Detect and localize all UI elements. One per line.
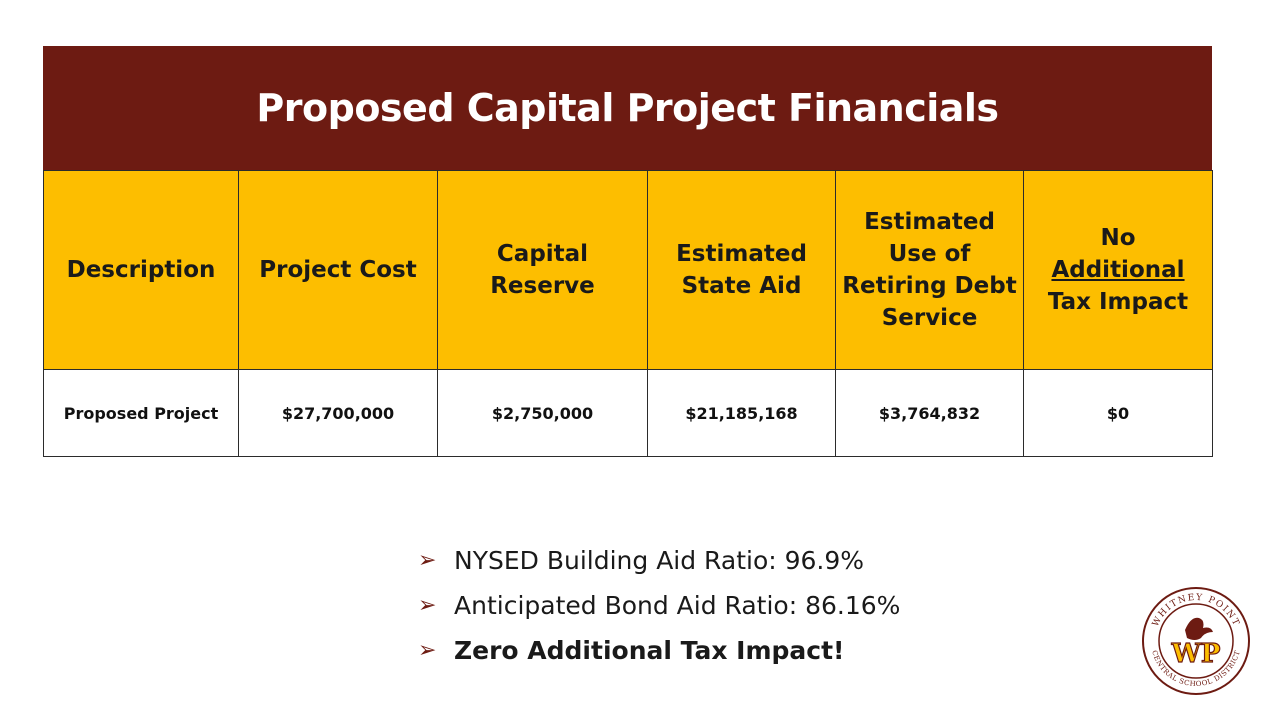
table-row: Proposed Project $27,700,000 $2,750,000 … xyxy=(43,369,1213,457)
list-item: ➢ NYSED Building Aid Ratio: 96.9% xyxy=(418,546,865,575)
arrow-bullet-icon: ➢ xyxy=(418,638,437,663)
cell-state-aid: $21,185,168 xyxy=(647,369,836,457)
bullet-list: ➢ NYSED Building Aid Ratio: 96.9% ➢ Anti… xyxy=(418,538,900,673)
cell-project-cost: $27,700,000 xyxy=(238,369,438,457)
header-description: Description xyxy=(43,170,239,370)
title-bar: Proposed Capital Project Financials xyxy=(43,46,1212,170)
header-project-cost: Project Cost xyxy=(238,170,438,370)
district-logo: WHITNEY POINT CENTRAL SCHOOL DISTRICT WP xyxy=(1142,587,1250,695)
cell-description: Proposed Project xyxy=(43,369,239,457)
eagle-icon xyxy=(1185,617,1213,640)
cell-capital-reserve: $2,750,000 xyxy=(437,369,648,457)
cell-retiring-debt: $3,764,832 xyxy=(835,369,1024,457)
page-title: Proposed Capital Project Financials xyxy=(256,86,999,130)
table-header-row: Description Project Cost Capital Reserve… xyxy=(43,170,1213,370)
cell-tax-impact: $0 xyxy=(1023,369,1213,457)
header-tax-impact: No Additional Tax Impact xyxy=(1023,170,1213,370)
list-item: ➢ Zero Additional Tax Impact! xyxy=(418,636,845,665)
list-item: ➢ Anticipated Bond Aid Ratio: 86.16% xyxy=(418,591,901,620)
logo-initials: WP xyxy=(1171,639,1221,669)
arrow-bullet-icon: ➢ xyxy=(418,593,437,618)
header-retiring-debt: Estimated Use of Retiring Debt Service xyxy=(835,170,1024,370)
header-state-aid: Estimated State Aid xyxy=(647,170,836,370)
financials-table: Description Project Cost Capital Reserve… xyxy=(43,170,1213,457)
arrow-bullet-icon: ➢ xyxy=(418,548,437,573)
header-capital-reserve: Capital Reserve xyxy=(437,170,648,370)
